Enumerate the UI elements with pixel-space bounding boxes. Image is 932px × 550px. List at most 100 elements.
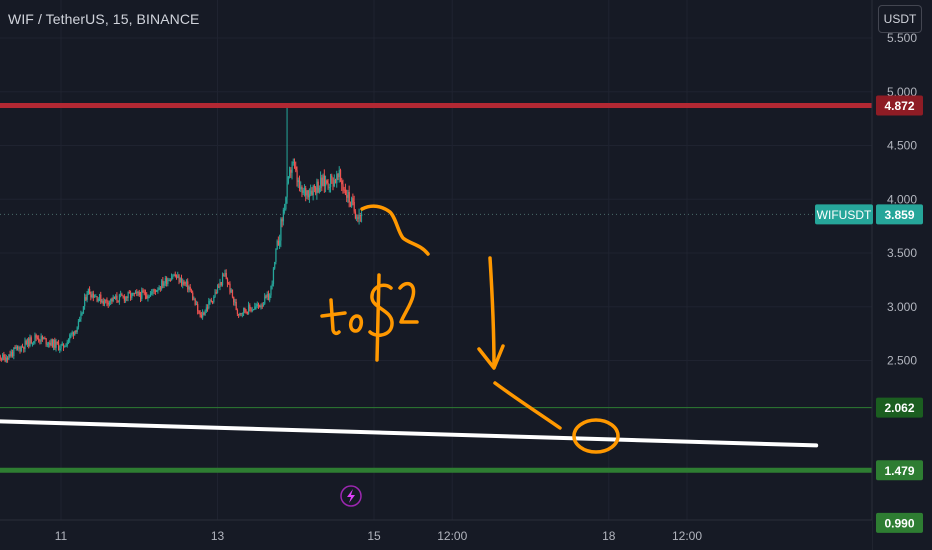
candle xyxy=(210,297,212,303)
candle-body xyxy=(53,339,55,348)
candle-body xyxy=(305,188,307,196)
events-marker[interactable] xyxy=(340,485,362,507)
candle-body xyxy=(361,214,363,216)
candle xyxy=(287,176,289,185)
candle-body xyxy=(238,313,240,315)
candle xyxy=(209,299,211,305)
candle xyxy=(40,333,42,345)
candle-body xyxy=(326,180,328,184)
price-label-text: 2.062 xyxy=(884,401,914,415)
candle xyxy=(323,169,326,193)
trendline[interactable] xyxy=(0,419,819,448)
candle-body xyxy=(241,313,244,315)
candle-body xyxy=(284,209,286,211)
candle xyxy=(262,302,265,307)
candle xyxy=(213,295,215,304)
candle xyxy=(300,181,302,193)
candle xyxy=(295,161,297,173)
candle xyxy=(85,294,87,301)
candle xyxy=(276,239,278,250)
price-label-bg xyxy=(876,512,923,533)
candle-body xyxy=(323,175,326,187)
candle xyxy=(153,288,155,294)
candle xyxy=(15,344,17,351)
candle xyxy=(180,274,183,287)
price-label-text: 4.872 xyxy=(884,99,914,113)
time-axis[interactable]: 11 13 15 12:00 18 12:00 xyxy=(0,519,872,550)
candle-body xyxy=(148,296,150,298)
candle xyxy=(92,290,94,302)
candle xyxy=(346,189,348,203)
lightning-icon[interactable] xyxy=(340,485,362,507)
candle xyxy=(337,173,339,181)
candle-body xyxy=(127,292,129,298)
candle-body xyxy=(120,294,122,296)
price-label-support: 2.062 xyxy=(876,397,923,418)
candle xyxy=(75,329,77,334)
candle xyxy=(125,296,127,303)
candle-body xyxy=(244,307,246,312)
candle xyxy=(302,187,304,196)
candle xyxy=(169,278,172,282)
candle-body xyxy=(346,195,348,198)
candle-body xyxy=(291,163,293,173)
candle xyxy=(312,184,314,201)
symbol-title[interactable]: WIF / TetherUS, 15, BINANCE xyxy=(8,11,200,27)
candle-body xyxy=(301,187,303,193)
annotation-squiggle xyxy=(360,204,430,256)
candle xyxy=(131,292,133,300)
currency-button[interactable]: USDT xyxy=(878,5,922,33)
candle xyxy=(172,274,174,280)
candle-body xyxy=(13,347,15,356)
candle-body xyxy=(230,289,232,293)
candle-body xyxy=(25,340,27,345)
candle-body xyxy=(308,194,311,198)
candle-body xyxy=(130,293,132,298)
candle xyxy=(231,289,234,299)
candle-body xyxy=(112,296,114,302)
candle-body xyxy=(254,306,256,310)
candle xyxy=(126,295,128,302)
candle-body xyxy=(24,340,26,350)
candle xyxy=(303,184,306,197)
candle-body xyxy=(343,189,345,191)
annotation-dollar-line xyxy=(375,273,381,362)
candle-body xyxy=(209,300,211,302)
candle xyxy=(87,288,90,296)
candle xyxy=(30,335,32,345)
candle xyxy=(204,309,206,316)
candle xyxy=(259,304,261,308)
candle xyxy=(81,311,83,316)
candle-body xyxy=(297,180,299,183)
candle-body xyxy=(353,201,355,212)
candle-body xyxy=(349,202,352,207)
candle xyxy=(67,338,70,345)
candle-body xyxy=(225,272,227,279)
candle-body xyxy=(286,183,288,198)
candle-body xyxy=(154,290,157,292)
candle-body xyxy=(303,188,306,191)
candle xyxy=(334,178,337,184)
candle-body xyxy=(257,304,260,306)
candle-body xyxy=(10,351,13,356)
candle-body xyxy=(151,292,153,294)
candle-body xyxy=(204,311,206,315)
annotation-letter-t xyxy=(329,298,341,336)
candle xyxy=(173,273,175,277)
candle xyxy=(31,342,34,347)
candle-body xyxy=(139,295,142,299)
candle xyxy=(79,316,81,323)
candle xyxy=(353,195,355,214)
candle xyxy=(311,187,313,196)
candle xyxy=(28,337,30,349)
candle xyxy=(219,278,221,291)
price-axis[interactable]: 2.500 3.000 3.500 4.000 4.500 5.000 5.500 WIFUS… xyxy=(815,0,932,550)
candle xyxy=(286,107,288,204)
candle xyxy=(96,296,98,303)
candle xyxy=(256,301,258,309)
candle xyxy=(344,183,347,196)
x-tick-label: 18 xyxy=(602,529,616,543)
candle-body xyxy=(246,311,249,314)
candle-body xyxy=(60,344,62,349)
